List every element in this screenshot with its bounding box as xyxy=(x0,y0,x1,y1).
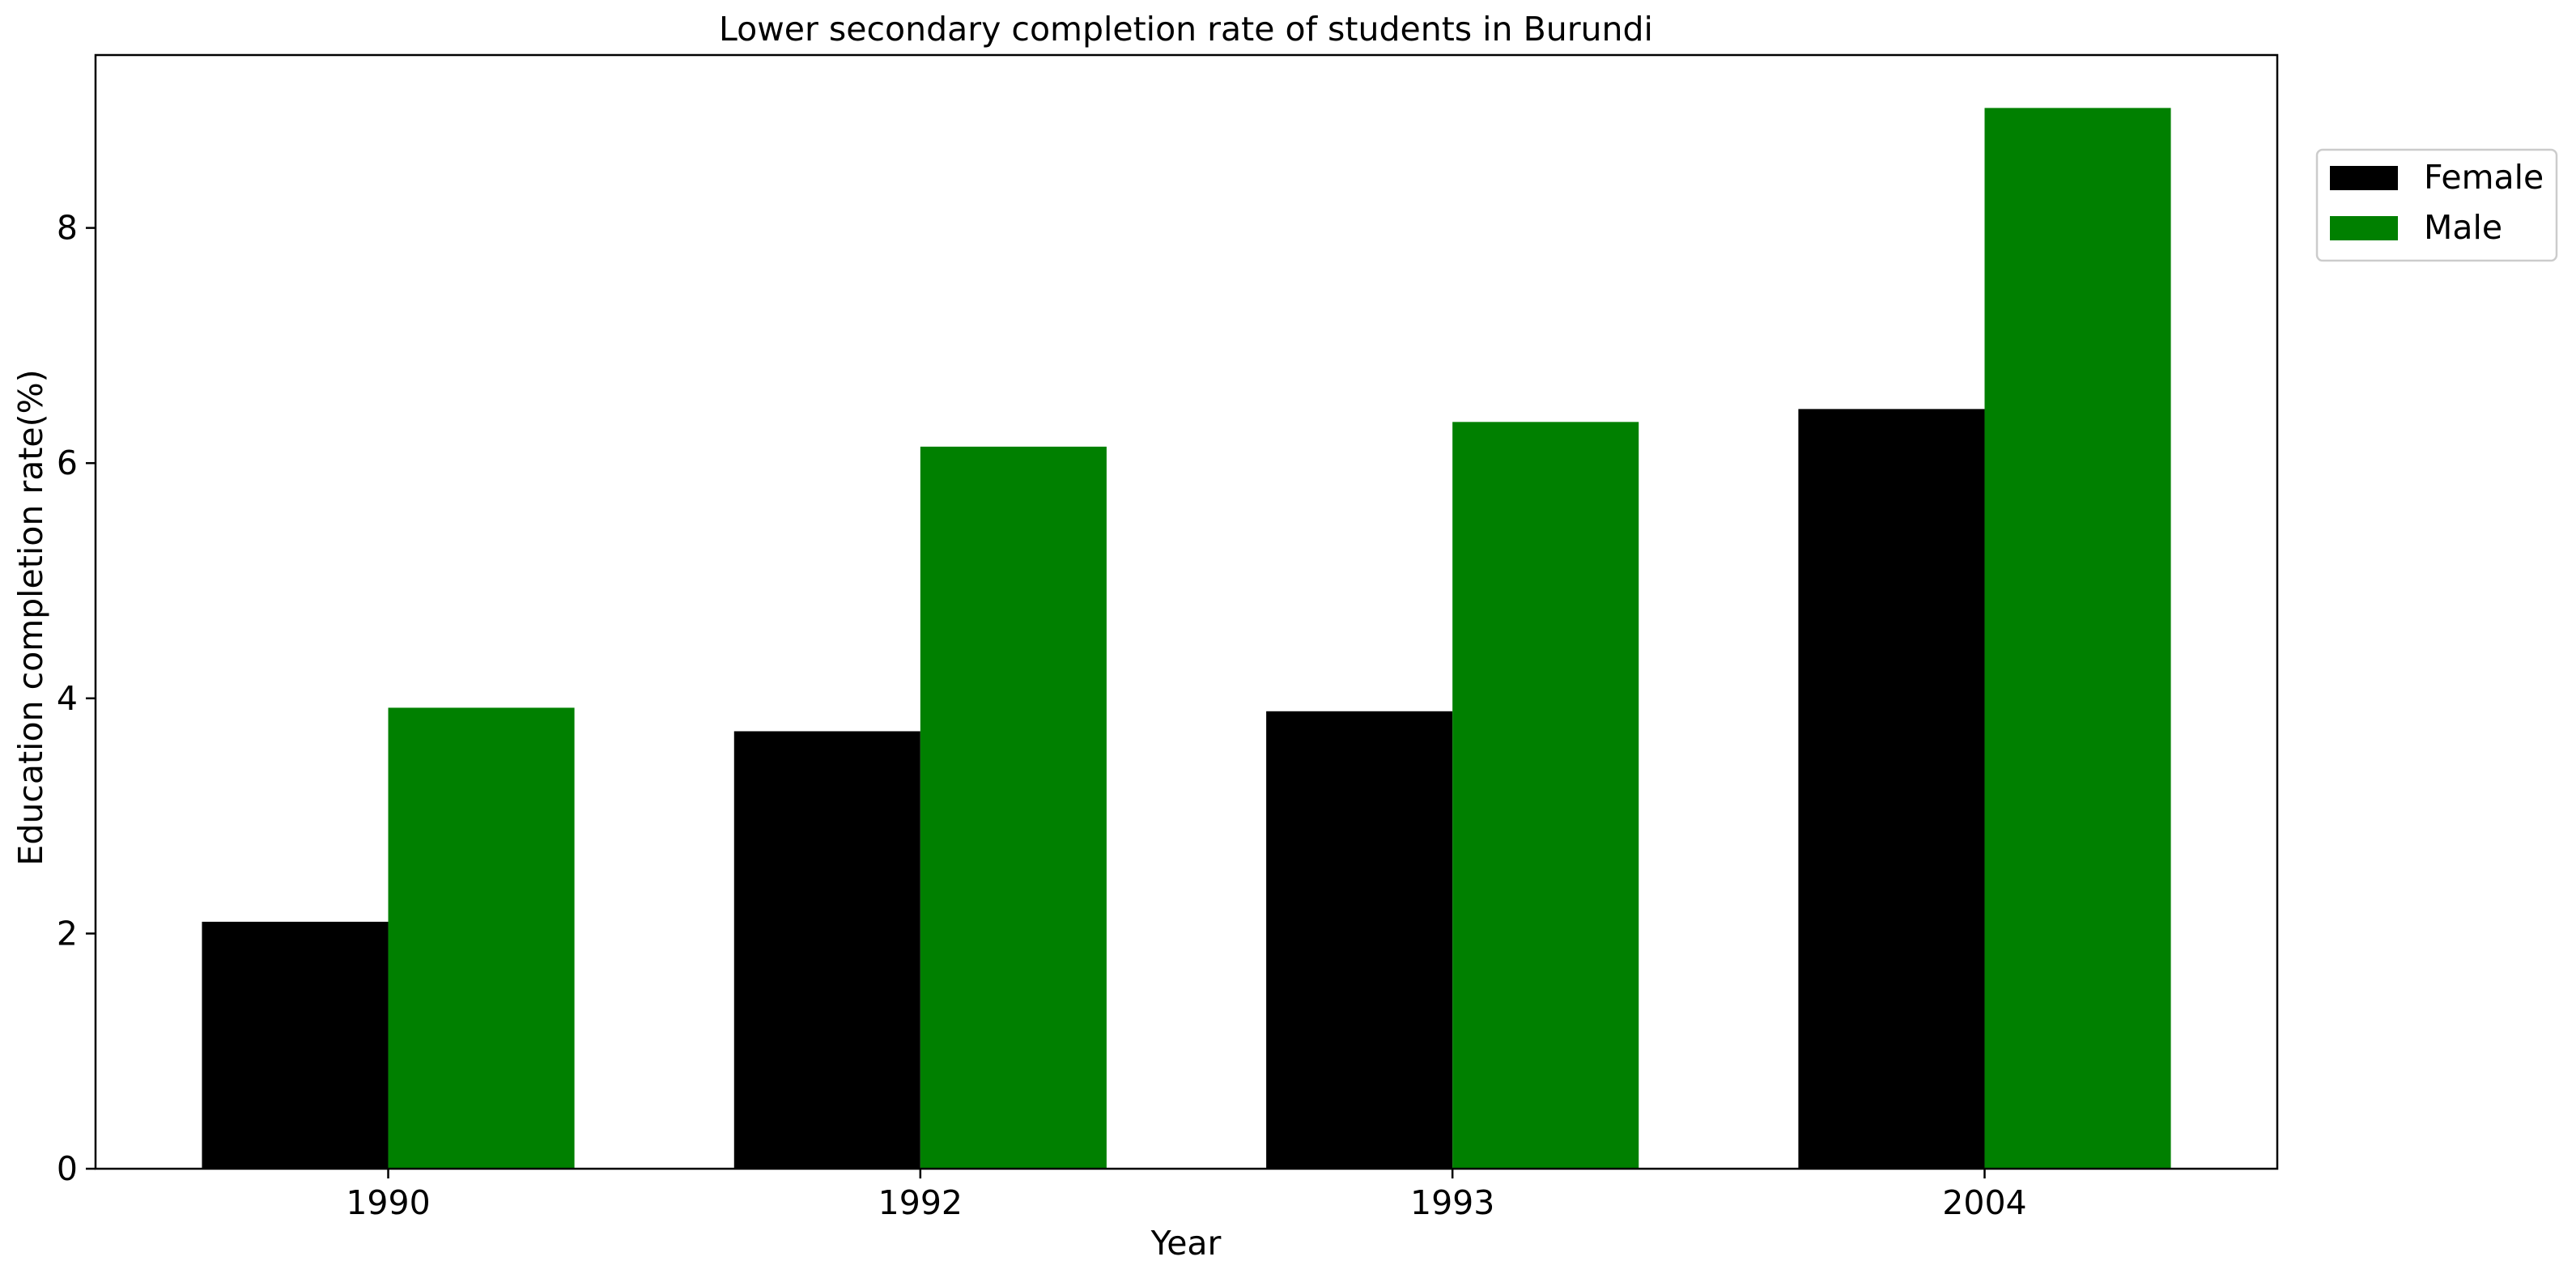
y-tick-label-4: 4 xyxy=(57,679,78,718)
x-tick-label-1990: 1990 xyxy=(346,1183,430,1222)
y-tick-label-0: 0 xyxy=(57,1149,78,1188)
y-axis-label: Education completion rate(%) xyxy=(11,369,50,865)
bar-male-1993 xyxy=(1452,422,1639,1169)
chart-title: Lower secondary completion rate of stude… xyxy=(719,10,1653,49)
legend: Female Male xyxy=(2315,148,2558,262)
x-tick-label-2004: 2004 xyxy=(1942,1183,2026,1222)
ticks-layer: 1990 1992 1993 2004 0 2 4 6 8 xyxy=(57,209,2027,1222)
y-tick-label-6: 6 xyxy=(57,444,78,482)
bar-female-2004 xyxy=(1798,409,1985,1170)
bars-layer xyxy=(202,108,2171,1170)
bar-male-1992 xyxy=(920,446,1107,1169)
x-tick-label-1993: 1993 xyxy=(1410,1183,1494,1222)
legend-swatch-male xyxy=(2330,216,2398,240)
y-tick-label-2: 2 xyxy=(57,914,78,953)
legend-label-male: Male xyxy=(2424,208,2502,247)
bar-female-1993 xyxy=(1266,711,1453,1169)
bar-male-1990 xyxy=(388,707,575,1169)
legend-swatch-female xyxy=(2330,166,2398,190)
bar-female-1992 xyxy=(733,731,920,1169)
x-axis-label: Year xyxy=(1150,1224,1222,1263)
y-tick-label-8: 8 xyxy=(57,209,78,248)
x-tick-label-1992: 1992 xyxy=(878,1183,963,1222)
bar-female-1990 xyxy=(202,921,389,1169)
legend-label-female: Female xyxy=(2424,158,2544,197)
bar-male-2004 xyxy=(1984,108,2171,1170)
plot-frame xyxy=(94,53,2279,1170)
